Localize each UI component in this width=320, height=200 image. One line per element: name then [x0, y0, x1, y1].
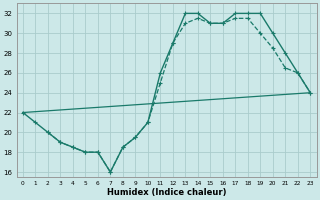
X-axis label: Humidex (Indice chaleur): Humidex (Indice chaleur): [107, 188, 226, 197]
